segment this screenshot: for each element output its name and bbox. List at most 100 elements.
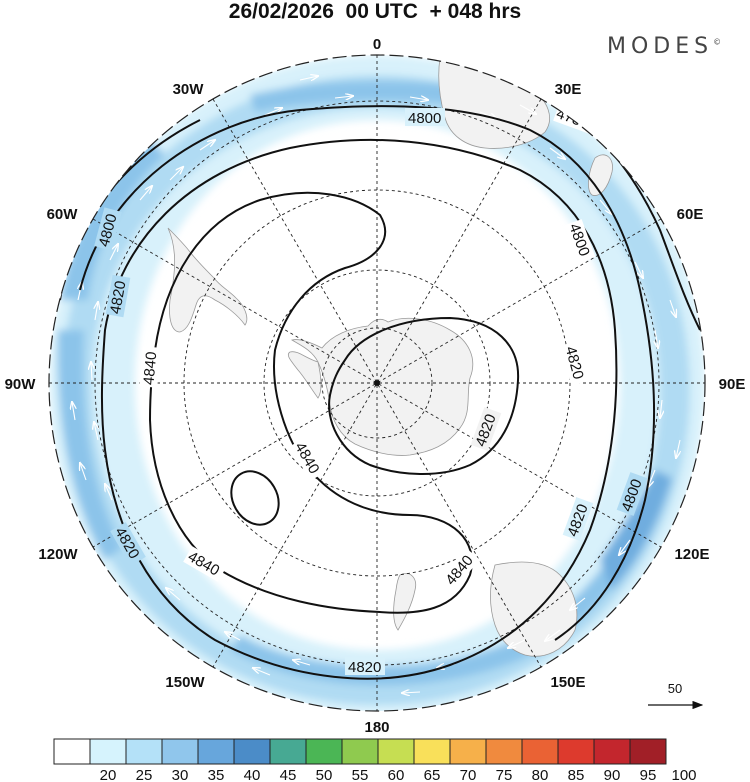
contour-label: 4820 — [348, 659, 381, 676]
jet-band-core-west — [57, 330, 123, 560]
wind-arrow — [264, 108, 282, 116]
wind-arrow — [402, 692, 421, 693]
colorbar-cell — [521, 738, 559, 765]
colorbar-cell — [485, 738, 523, 765]
colorbar-cell — [233, 738, 271, 765]
wind-arrow — [109, 244, 118, 261]
contour-4800 — [79, 105, 656, 641]
colorbar-tick-label: 90 — [604, 767, 621, 782]
wind-arrow — [293, 660, 311, 666]
copyright-mark: © — [713, 37, 722, 47]
wind-arrow — [655, 329, 658, 348]
colorbar-cell — [449, 738, 487, 765]
wind-arrow — [669, 299, 676, 317]
south-america — [167, 227, 248, 333]
wind-arrow — [508, 639, 526, 648]
lon-label-30e: 30E — [555, 81, 582, 98]
colorbar-tick-label: 25 — [136, 767, 153, 782]
colorbar-cell — [89, 738, 127, 765]
lon-label-60e: 60E — [677, 206, 704, 223]
colorbar-tick-label: 35 — [208, 767, 225, 782]
colorbar-tick-label: 70 — [460, 767, 477, 782]
wind-arrow — [619, 539, 631, 555]
map-border — [48, 54, 706, 712]
lat-circle-70 — [263, 269, 491, 497]
wind-arrow — [94, 422, 98, 441]
brand-name: MODES — [607, 34, 714, 59]
wind-arrow — [199, 140, 215, 151]
wind-arrow — [169, 167, 183, 181]
new-zealand — [393, 573, 417, 631]
colorbar-tick-label: 85 — [568, 767, 585, 782]
colorbar-cell — [557, 738, 595, 765]
colorbar-cell — [629, 738, 667, 765]
south-africa — [438, 57, 550, 149]
reference-vector-value: 50 — [668, 681, 682, 696]
longitude-labels: 0 30E 60E 90E 120E 150E 180 150W 120W 90… — [5, 36, 746, 736]
lon-label-150e: 150E — [550, 674, 585, 691]
wind-arrow — [91, 362, 92, 381]
wind-arrow — [676, 439, 680, 458]
colorbar-tick-label: 20 — [100, 767, 117, 782]
map-title: 26/02/2026 00 UTC + 048 hrs — [228, 0, 522, 23]
wind-arrow — [72, 402, 75, 421]
contour-4840-closed — [230, 470, 280, 526]
lat-circle-80 — [321, 327, 433, 439]
wind-arrow — [599, 199, 612, 214]
wind-arrow — [253, 668, 271, 676]
wind-arrow — [139, 186, 152, 201]
contour-label: 4820 — [107, 279, 130, 315]
colorbar-cell — [53, 738, 91, 765]
lat-circle-50 — [94, 100, 660, 666]
wind-vectors — [72, 76, 680, 693]
antarctica — [290, 317, 474, 456]
contour-label: 4840 — [140, 351, 160, 386]
colorbar-cell — [341, 738, 379, 765]
colorbar-tick-label: 75 — [496, 767, 513, 782]
wind-arrow — [95, 302, 98, 321]
wind-arrow — [545, 629, 561, 641]
lon-label-60w: 60W — [47, 206, 79, 223]
wind-arrow — [166, 588, 181, 601]
meridian-60e-120w — [92, 218, 662, 548]
contour-4820 — [100, 138, 618, 680]
wind-arrow — [80, 463, 87, 481]
south-pole-dot — [374, 380, 380, 386]
colorbar-tick-label: 65 — [424, 767, 441, 782]
wind-arrow — [519, 104, 536, 114]
colorbar-cell — [269, 738, 307, 765]
jet-band-north — [250, 81, 500, 112]
colorbar-tick-label: 55 — [352, 767, 369, 782]
colorbar: 20 25 30 35 40 45 50 55 60 65 70 75 80 85 90 95 100 — [53, 738, 697, 782]
wind-arrow — [570, 597, 586, 610]
colorbar-tick-labels: 20 25 30 35 40 45 50 55 60 65 70 75 80 85 90 95 100 — [100, 767, 697, 782]
colorbar-cell — [377, 738, 415, 765]
contour-4820-inner — [328, 316, 520, 475]
colorbar-tick-label: 30 — [172, 767, 189, 782]
colorbar-tick-label: 45 — [280, 767, 297, 782]
colorbar-cell — [413, 738, 451, 765]
meridian-60-120 — [92, 218, 662, 548]
wind-arrow — [648, 469, 656, 487]
contour-label: 4800 — [408, 110, 441, 127]
wind-arrow — [299, 76, 318, 80]
colorbar-cell — [305, 738, 343, 765]
lon-label-30w: 30W — [173, 81, 205, 98]
wind-arrow — [334, 96, 353, 98]
lon-label-90w: 90W — [5, 376, 37, 393]
colorbar-tick-label: 60 — [388, 767, 405, 782]
lon-label-0: 0 — [373, 36, 381, 53]
colorbar-tick-label: 100 — [671, 767, 696, 782]
colorbar-tick-label: 95 — [640, 767, 657, 782]
wind-arrow — [225, 632, 241, 641]
modes-logo: MODES© — [607, 34, 721, 59]
wind-arrow — [549, 147, 565, 159]
lon-label-180: 180 — [364, 719, 389, 736]
lon-label-90e: 90E — [719, 376, 746, 393]
colorbar-cell — [125, 738, 163, 765]
colorbar-cell — [197, 738, 235, 765]
colorbar-tick-label: 80 — [532, 767, 549, 782]
colorbar-tick-label: 50 — [316, 767, 333, 782]
colorbar-cell — [593, 738, 631, 765]
